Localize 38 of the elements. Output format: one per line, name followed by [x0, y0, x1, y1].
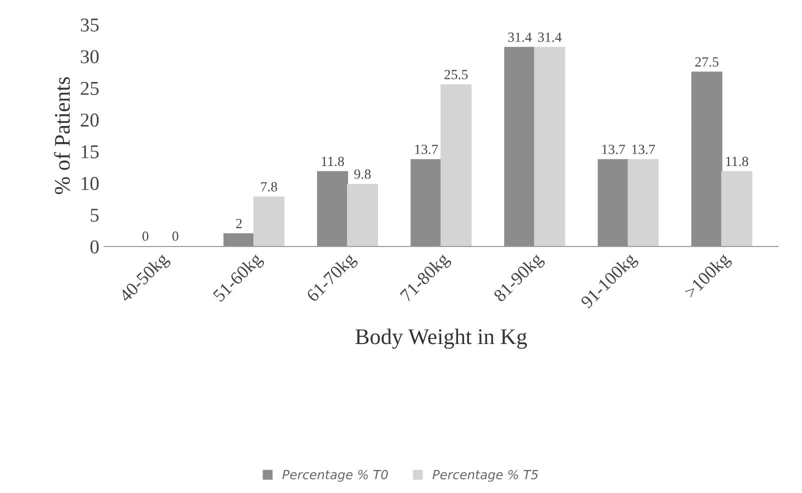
data-label: 0 [142, 232, 148, 241]
bar [253, 196, 284, 246]
x-axis-title: Body Weight in Kg [355, 328, 527, 349]
bar [504, 46, 536, 246]
bar [628, 159, 659, 246]
data-label: 11.8 [726, 156, 748, 166]
y-axis-title: % of Patients [54, 77, 70, 194]
data-label: 13.7 [415, 144, 438, 154]
bar [317, 171, 348, 246]
y-tick-label: 25 [80, 82, 99, 95]
bar [721, 171, 752, 246]
data-label: 31.4 [508, 32, 532, 42]
bar [534, 46, 566, 246]
data-label: 11.8 [322, 156, 344, 166]
y-tick-label: 0 [90, 240, 99, 254]
bar [440, 84, 472, 246]
bar [598, 159, 629, 246]
legend-label: Percentage % T5 [432, 470, 538, 482]
y-tick-label: 15 [82, 145, 99, 158]
data-label: 25.5 [444, 70, 468, 80]
y-tick-label: 35 [80, 18, 99, 32]
data-label: 7.8 [261, 182, 278, 192]
data-label: 27.5 [695, 57, 718, 67]
legend-label: Percentage % T0 [282, 470, 388, 482]
y-tick-label: 20 [80, 114, 99, 127]
bar [410, 159, 442, 246]
bar [346, 184, 378, 246]
data-label: 2 [236, 218, 242, 228]
y-tick-label: 5 [90, 208, 99, 222]
data-label: 13.7 [602, 144, 626, 154]
y-tick-label: 10 [82, 176, 99, 190]
data-label: 31.4 [538, 32, 562, 42]
bar [223, 233, 255, 246]
y-tick-label: 30 [80, 50, 99, 64]
data-label: 13.7 [632, 144, 655, 154]
data-label: 9.8 [354, 169, 371, 179]
data-label: 0 [172, 232, 178, 241]
bar [691, 72, 722, 246]
